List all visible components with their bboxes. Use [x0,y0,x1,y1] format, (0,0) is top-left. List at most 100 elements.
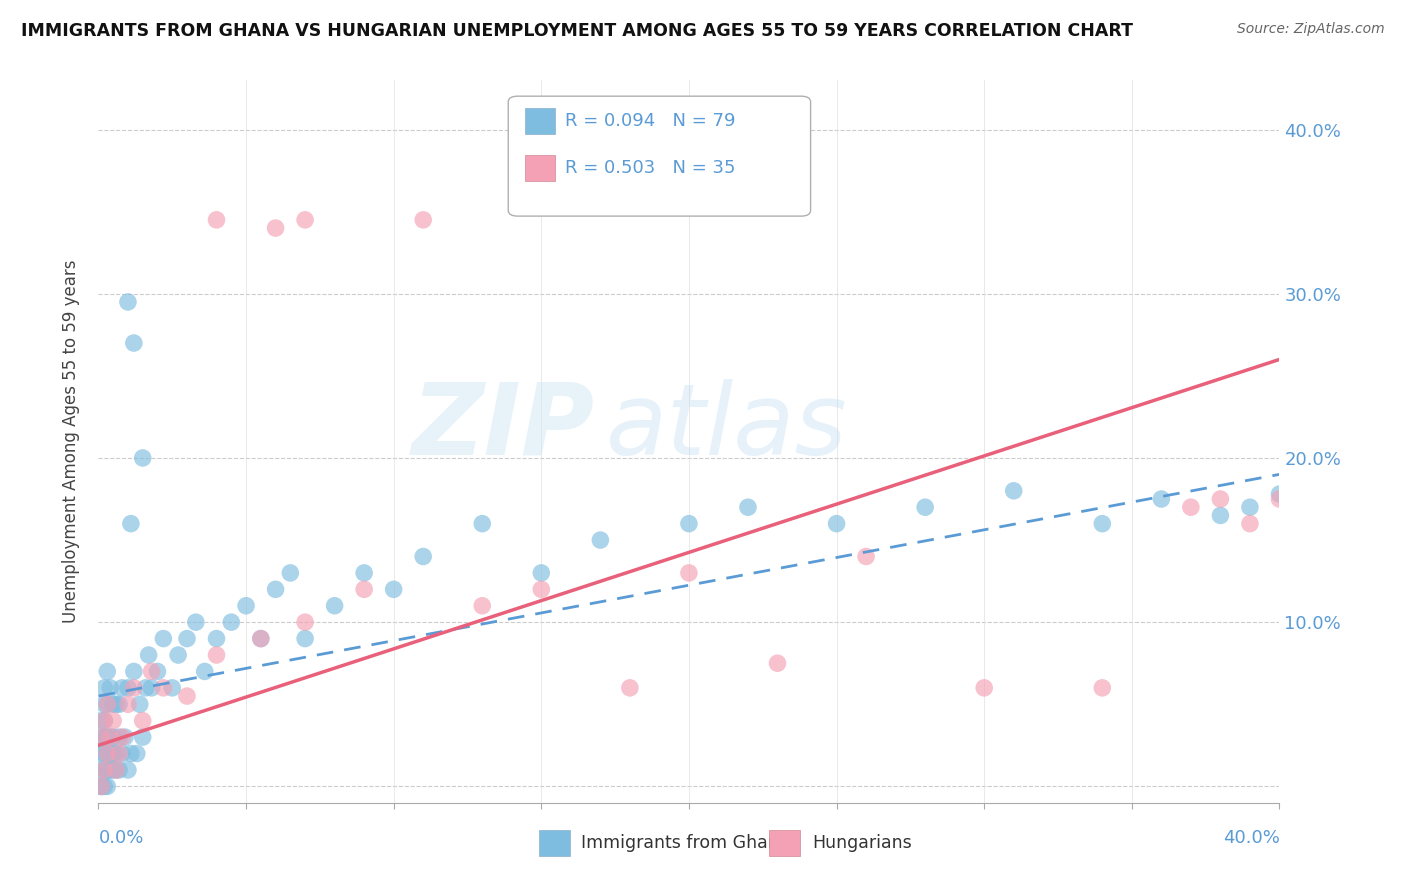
Point [1268,491,1291,506]
Point [264,221,287,235]
Point [108,730,131,744]
Point [1209,508,1232,523]
Text: Source: ZipAtlas.com: Source: ZipAtlas.com [1237,22,1385,37]
Point [103,698,125,712]
Point [98,730,121,744]
Y-axis label: Unemployment Among Ages 55 to 59 years: Unemployment Among Ages 55 to 59 years [62,260,80,624]
Point [132,714,155,728]
Point [105,698,128,712]
Point [205,212,228,227]
Point [111,747,134,761]
Text: atlas: atlas [606,378,848,475]
Point [737,500,759,515]
Point [132,730,155,744]
Point [530,582,553,597]
Point [471,599,494,613]
Point [90,763,112,777]
Point [294,615,316,630]
Point [96,698,118,712]
Point [93,763,115,777]
Point [1239,516,1261,531]
Point [111,730,134,744]
Point [96,763,118,777]
Point [93,681,115,695]
FancyBboxPatch shape [538,830,569,856]
FancyBboxPatch shape [524,155,555,181]
Point [117,681,139,695]
Text: 0.0%: 0.0% [98,829,143,847]
Point [1002,483,1025,498]
Point [141,665,163,679]
Point [108,698,131,712]
Point [93,763,115,777]
Point [194,665,217,679]
Point [141,681,163,695]
Point [1091,516,1114,531]
Point [90,747,112,761]
Point [103,763,125,777]
Point [90,780,112,794]
Point [96,780,118,794]
Point [184,615,207,630]
Point [90,780,112,794]
Point [382,582,405,597]
Point [152,632,174,646]
Point [105,763,128,777]
Point [294,632,316,646]
Point [90,780,112,794]
Point [176,632,198,646]
Text: IMMIGRANTS FROM GHANA VS HUNGARIAN UNEMPLOYMENT AMONG AGES 55 TO 59 YEARS CORREL: IMMIGRANTS FROM GHANA VS HUNGARIAN UNEMP… [21,22,1133,40]
Point [120,516,142,531]
Point [96,747,118,761]
Point [93,747,115,761]
Point [855,549,877,564]
Point [98,730,121,744]
Point [90,730,112,744]
Point [280,566,302,580]
Point [323,599,346,613]
Point [93,780,115,794]
Point [530,566,553,580]
Point [146,665,169,679]
Point [105,747,128,761]
Text: Hungarians: Hungarians [811,834,911,852]
Point [114,730,136,744]
Point [96,730,118,744]
Point [132,450,155,465]
Point [678,566,700,580]
Text: ZIP: ZIP [412,378,595,475]
Point [90,714,112,728]
Point [1091,681,1114,695]
Point [176,689,198,703]
Point [412,212,434,227]
Point [105,763,128,777]
Point [678,516,700,531]
Point [111,681,134,695]
Point [122,665,145,679]
Point [294,212,316,227]
Point [205,632,228,646]
Point [125,747,148,761]
Point [412,549,434,564]
FancyBboxPatch shape [524,109,555,135]
Point [353,582,375,597]
Text: Immigrants from Ghana: Immigrants from Ghana [582,834,790,852]
Point [221,615,243,630]
Point [96,747,118,761]
Point [162,681,183,695]
Point [117,763,139,777]
Text: 40.0%: 40.0% [1223,829,1279,847]
Point [93,698,115,712]
Point [264,582,287,597]
FancyBboxPatch shape [769,830,800,856]
Point [103,747,125,761]
Point [205,648,228,662]
Point [589,533,612,547]
Point [250,632,273,646]
Point [98,747,121,761]
Point [98,763,121,777]
Point [108,763,131,777]
Point [914,500,936,515]
Point [1239,500,1261,515]
Point [152,681,174,695]
